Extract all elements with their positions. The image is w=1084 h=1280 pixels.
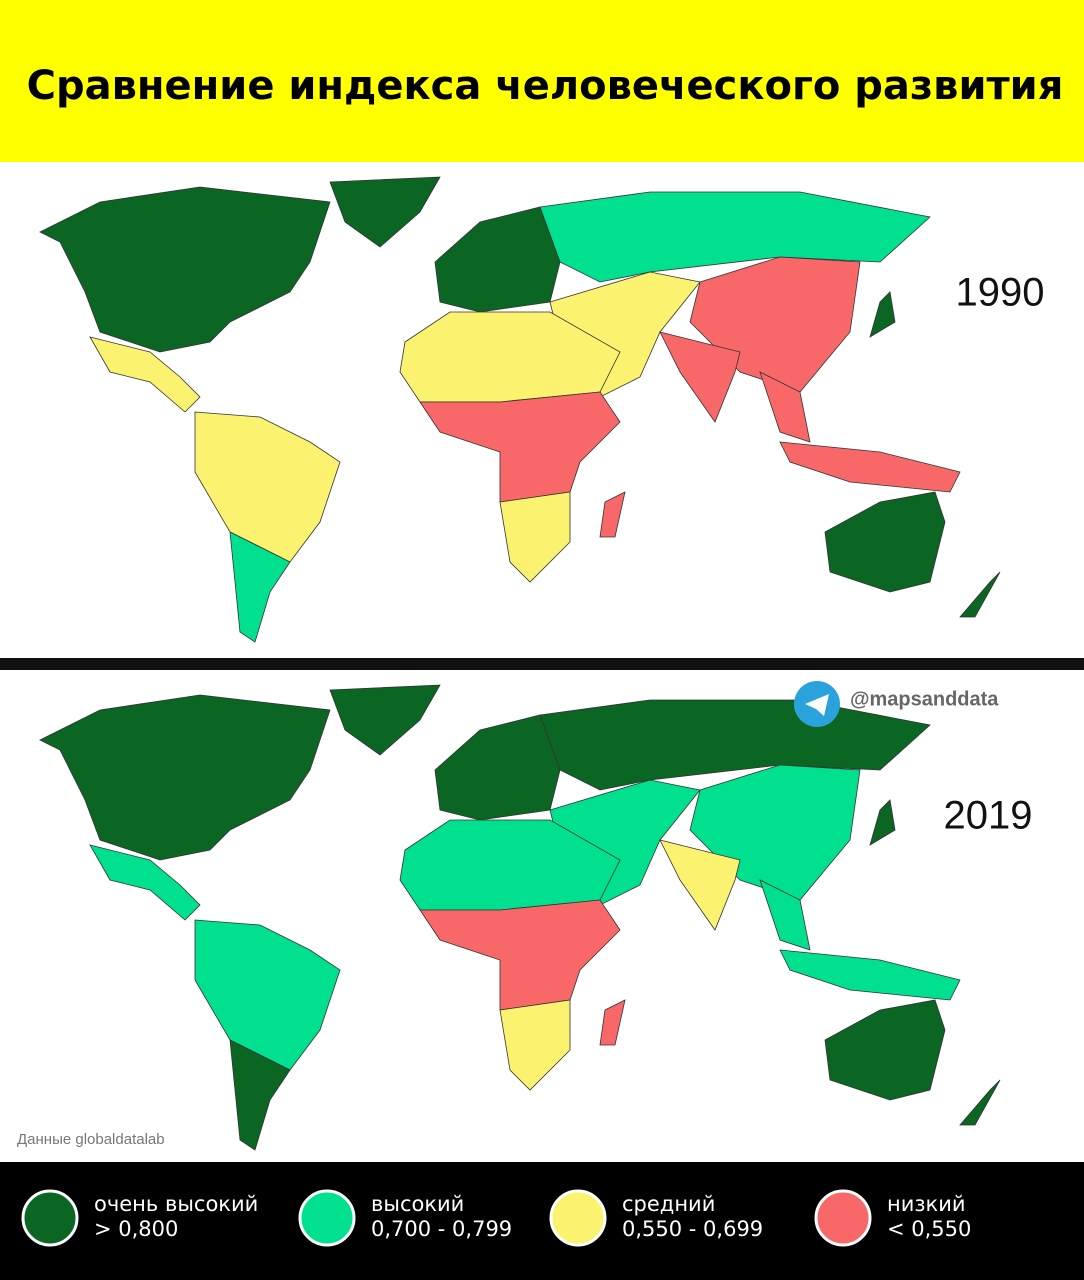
central-america <box>89 844 201 921</box>
legend-label: высокий <box>371 1192 464 1216</box>
southeast-asia <box>759 371 811 443</box>
south-america-south <box>229 531 291 643</box>
india <box>659 839 741 931</box>
south-america-north <box>194 919 341 1071</box>
legend-label: низкий <box>887 1192 966 1216</box>
australia <box>824 491 946 593</box>
south-america-south <box>229 1039 291 1151</box>
russia <box>539 699 931 791</box>
greenland <box>329 684 441 756</box>
watermark: @mapsanddata <box>850 688 999 710</box>
world-map <box>39 684 1001 1151</box>
japan <box>869 799 896 846</box>
legend-label: очень высокий <box>94 1192 258 1216</box>
legend-range: < 0,550 <box>887 1217 971 1241</box>
australia <box>824 999 946 1101</box>
year-label: 1990 <box>956 271 1045 315</box>
title: Сравнение индекса человеческого развития <box>27 63 1064 109</box>
legend-swatch <box>21 1189 79 1247</box>
southern-africa <box>499 999 571 1091</box>
europe <box>434 714 561 821</box>
legend-swatch <box>298 1189 356 1247</box>
europe <box>434 206 561 313</box>
legend-swatch <box>549 1189 607 1247</box>
legend-range: 0,550 - 0,699 <box>622 1217 763 1241</box>
legend-swatch <box>814 1189 872 1247</box>
new-zealand <box>959 571 1001 618</box>
separator <box>0 658 1084 670</box>
central-africa <box>419 899 621 1011</box>
greenland <box>329 176 441 248</box>
year-label: 2019 <box>944 794 1033 838</box>
indonesia <box>779 441 961 493</box>
southeast-asia <box>759 879 811 951</box>
legend-label: средний <box>622 1192 715 1216</box>
madagascar <box>599 999 626 1046</box>
legend-band <box>0 1162 1084 1280</box>
north-america <box>39 186 331 353</box>
russia <box>539 191 931 283</box>
central-america <box>89 336 201 413</box>
header-band <box>0 0 1084 162</box>
indonesia <box>779 949 961 1001</box>
north-america <box>39 694 331 861</box>
southern-africa <box>499 491 571 583</box>
legend-range: 0,700 - 0,799 <box>371 1217 512 1241</box>
india <box>659 331 741 423</box>
new-zealand <box>959 1079 1001 1126</box>
japan <box>869 291 896 338</box>
source-note: Данные globaldatalab <box>17 1131 165 1148</box>
telegram-plane <box>805 694 829 716</box>
madagascar <box>599 491 626 538</box>
legend-range: > 0,800 <box>94 1217 178 1241</box>
world-map <box>39 176 1001 643</box>
central-africa <box>419 391 621 503</box>
south-america-north <box>194 411 341 563</box>
